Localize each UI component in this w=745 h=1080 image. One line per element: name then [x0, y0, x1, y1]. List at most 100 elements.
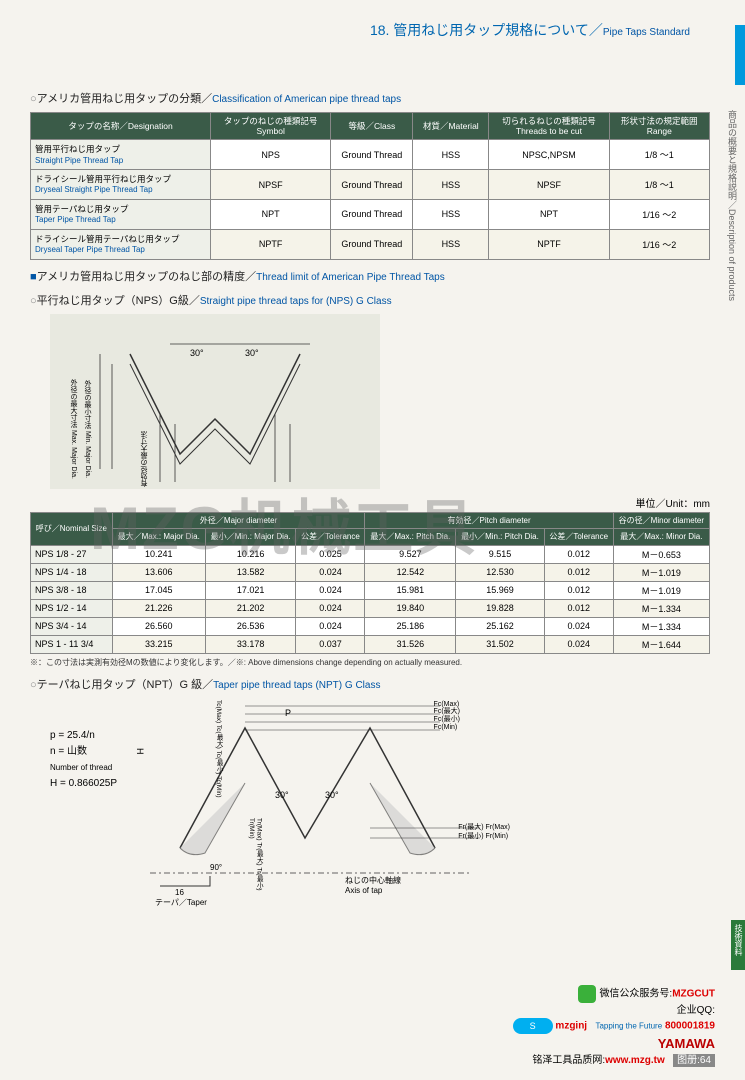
- angle-label: 30°: [190, 348, 204, 358]
- p-label: P: [285, 708, 291, 718]
- th-maxp: 最大／Max.: Pitch Dia.: [365, 529, 456, 546]
- cell-material: HSS: [413, 170, 489, 200]
- cell-nominal: NPS 3/4 - 14: [31, 617, 113, 635]
- cell: 21.226: [112, 599, 205, 617]
- section2-heading: ■アメリカ管用ねじ用タップのねじ部の精度／Thread limit of Ame…: [30, 268, 710, 284]
- cell: 0.037: [296, 635, 365, 653]
- yamawa-logo: YAMAWA: [658, 1036, 715, 1051]
- s3-jp: テーパねじ用タップ（NPT）G 級／: [37, 679, 214, 691]
- cell-symbol: NPSF: [211, 170, 331, 200]
- th-class: 等級／Class: [331, 113, 413, 140]
- cell: M－1.019: [613, 581, 709, 599]
- table-row: 管用テーパねじ用タップTaper Pipe Thread Tap NPT Gro…: [31, 199, 710, 229]
- cell-cut: NPSC,NPSM: [489, 140, 609, 170]
- cell: 0.024: [296, 563, 365, 581]
- cell-range: 1/16 ～2: [609, 199, 709, 229]
- cell-cut: NPTF: [489, 229, 609, 259]
- taper-len: 16: [175, 888, 184, 897]
- dia-label: 外径の最小寸法 Min. Major Dia.: [82, 380, 92, 478]
- cell: 19.828: [456, 599, 544, 617]
- cell-material: HSS: [413, 229, 489, 259]
- skype-icon: S: [513, 1018, 553, 1034]
- cell: 33.178: [205, 635, 296, 653]
- angle-label: 30°: [275, 790, 289, 800]
- th-tol2: 公差／Tolerance: [544, 529, 613, 546]
- cell: M－1.644: [613, 635, 709, 653]
- square-marker: ■: [30, 271, 37, 283]
- cell: 13.606: [112, 563, 205, 581]
- diagram1-svg: 30° 30°: [50, 314, 380, 489]
- cell: 31.526: [365, 635, 456, 653]
- cell: M－1.334: [613, 617, 709, 635]
- cell: M－1.334: [613, 599, 709, 617]
- s2-en: Thread limit of American Pipe Thread Tap…: [256, 272, 445, 283]
- cell: 15.981: [365, 581, 456, 599]
- cell: 0.024: [296, 617, 365, 635]
- cell: M－0.653: [613, 545, 709, 563]
- cell: 0.012: [544, 581, 613, 599]
- angle-label: 30°: [245, 348, 259, 358]
- brand-row: YAMAWA: [513, 1034, 715, 1054]
- page-title-jp: 18. 管用ねじ用タップ規格について／: [370, 22, 603, 38]
- th-minp: 最小／Min.: Pitch Dia.: [456, 529, 544, 546]
- th-material: 材質／Material: [413, 113, 489, 140]
- cell: 9.515: [456, 545, 544, 563]
- dia-label: 外径の最大寸法 Max. Major Dia.: [68, 379, 78, 479]
- angle-label: 30°: [325, 790, 339, 800]
- s3-en: Taper pipe thread taps (NPT) G Class: [213, 680, 380, 691]
- th-nominal: 呼び／Nominal Size: [31, 512, 113, 545]
- fc-labels: Fc(Max) Fc(最大) Fc(最小) Fc(Min): [434, 701, 460, 732]
- table-subheader-row: 最大／Max.: Major Dia. 最小／Min.: Major Dia. …: [31, 529, 710, 546]
- cell-designation: 管用平行ねじ用タップStraight Pipe Thread Tap: [31, 140, 211, 170]
- cell-nominal: NPS 1/4 - 18: [31, 563, 113, 581]
- th-symbol: タップのねじの種類記号Symbol: [211, 113, 331, 140]
- cell: 0.024: [296, 581, 365, 599]
- cell: 25.162: [456, 617, 544, 635]
- th-max: 最大／Max.: Major Dia.: [112, 529, 205, 546]
- cell: 17.021: [205, 581, 296, 599]
- cell: 9.527: [365, 545, 456, 563]
- unit-label: 単位／Unit：mm: [30, 495, 710, 510]
- cell: 0.012: [544, 599, 613, 617]
- cell-nominal: NPS 1 - 11 3/4: [31, 635, 113, 653]
- s1-jp: アメリカ管用ねじ用タップの分類／: [37, 93, 212, 105]
- formula-box: p = 25.4/n n = 山数Number of thread H = 0.…: [50, 728, 117, 792]
- cell: 21.202: [205, 599, 296, 617]
- circle-marker: ○: [30, 679, 37, 691]
- cell: 12.530: [456, 563, 544, 581]
- cell: 33.215: [112, 635, 205, 653]
- skype-row: S mzginj Tapping the Future 800001819: [513, 1018, 715, 1034]
- cell: 25.186: [365, 617, 456, 635]
- cell: 10.216: [205, 545, 296, 563]
- h-label: H: [135, 748, 145, 755]
- cell-symbol: NPTF: [211, 229, 331, 259]
- table2-footnote: ※：この寸法は実測有効径Mの数値により変化します。／※: Above dimen…: [30, 657, 710, 668]
- table-header-row: 呼び／Nominal Size 外径／Major diameter 有効径／Pi…: [31, 512, 710, 529]
- cell-class: Ground Thread: [331, 229, 413, 259]
- th-designation: タップの名称／Designation: [31, 113, 211, 140]
- cell: 12.542: [365, 563, 456, 581]
- cell: 15.969: [456, 581, 544, 599]
- fr-labels: Fr(最大) Fr(Max) Fr(最小) Fr(Min): [458, 823, 510, 841]
- cell-designation: 管用テーパねじ用タップTaper Pipe Thread Tap: [31, 199, 211, 229]
- thread-profile-diagram-nps: 30° 30° 外径の最大寸法 Max. Major Dia. 外径の最小寸法 …: [50, 314, 380, 489]
- cell-cut: NPSF: [489, 170, 609, 200]
- cell-designation: ドライシール管用平行ねじ用タップDryseal Straight Pipe Th…: [31, 170, 211, 200]
- cell: 0.024: [296, 599, 365, 617]
- side-accent-bar: [735, 25, 745, 85]
- cell-cut: NPT: [489, 199, 609, 229]
- table-row: NPS 3/8 - 18 17.045 17.021 0.024 15.981 …: [31, 581, 710, 599]
- cell-nominal: NPS 3/8 - 18: [31, 581, 113, 599]
- s2s1-jp: 平行ねじ用タップ（NPS）G級／: [37, 295, 200, 307]
- axis-jp: ねじの中心軸線: [345, 875, 401, 885]
- cell-designation: ドライシール管用テーパねじ用タップDryseal Taper Pipe Thre…: [31, 229, 211, 259]
- cell-material: HSS: [413, 140, 489, 170]
- table-row: NPS 3/4 - 14 26.560 26.536 0.024 25.186 …: [31, 617, 710, 635]
- cell: 26.536: [205, 617, 296, 635]
- section2-sub1: ○平行ねじ用タップ（NPS）G級／Straight pipe thread ta…: [30, 292, 710, 308]
- circle-marker: ○: [30, 93, 37, 105]
- th-minor: 谷の径／Minor diameter: [613, 512, 709, 529]
- angle90: 90°: [210, 863, 222, 872]
- th-pitch: 有効径／Pitch diameter: [365, 512, 613, 529]
- page-title: 18. 管用ねじ用タップ規格について／Pipe Taps Standard: [30, 20, 690, 40]
